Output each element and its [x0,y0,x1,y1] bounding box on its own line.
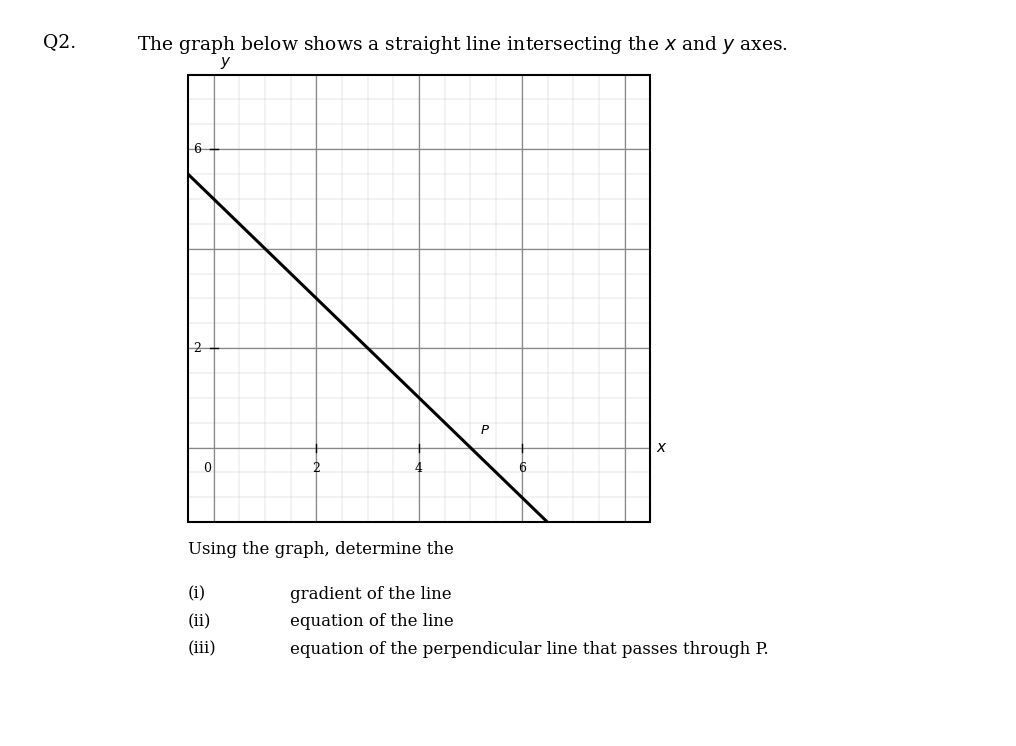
Text: 6: 6 [518,462,526,474]
Text: $y$: $y$ [219,54,232,71]
Text: 0: 0 [203,462,211,474]
Text: $x$: $x$ [656,441,668,454]
Text: Q2.: Q2. [43,34,76,51]
Text: (iii): (iii) [188,641,216,658]
Text: 2: 2 [313,462,320,474]
Text: The graph below shows a straight line intersecting the $x$ and $y$ axes.: The graph below shows a straight line in… [137,34,788,55]
Text: (i): (i) [188,586,206,603]
Text: 2: 2 [193,342,201,354]
Text: 4: 4 [416,462,423,474]
Text: equation of the line: equation of the line [290,613,453,630]
Text: gradient of the line: gradient of the line [290,586,451,603]
Text: (ii): (ii) [188,613,211,630]
Text: Using the graph, determine the: Using the graph, determine the [188,541,454,558]
Text: equation of the perpendicular line that passes through P.: equation of the perpendicular line that … [290,641,768,658]
Text: $P$: $P$ [480,424,490,436]
Text: 6: 6 [193,142,201,156]
